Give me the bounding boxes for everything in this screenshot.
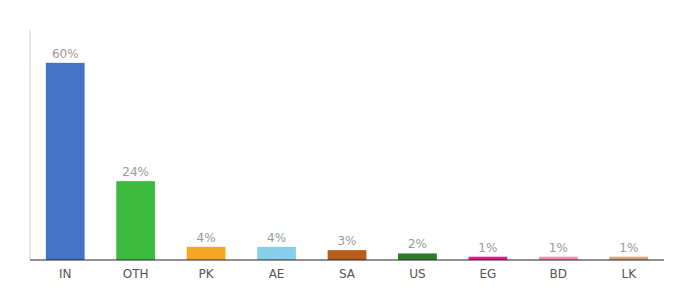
chart-container: 60% 24% 4% 4% 3% 2% 1% 1% 1% IN OTH PK AE SA US EG BD LK: [0, 0, 680, 300]
data-label: 24%: [122, 165, 149, 179]
data-label: 4%: [267, 231, 286, 245]
bars: [46, 63, 648, 260]
chart: 60% 24% 4% 4% 3% 2% 1% 1% 1% IN OTH PK AE SA US EG BD LK: [0, 0, 680, 300]
bar: [187, 247, 226, 260]
data-label: 2%: [408, 237, 427, 251]
bar: [46, 63, 85, 260]
x-tick-label: SA: [339, 267, 356, 281]
x-tick-label: US: [409, 267, 425, 281]
y-axis-line: [30, 30, 31, 260]
x-tick-label: IN: [59, 267, 72, 281]
bar: [116, 181, 155, 260]
data-label: 60%: [52, 47, 79, 61]
bar: [257, 247, 296, 260]
x-tick-label: OTH: [123, 267, 149, 281]
data-label: 1%: [478, 241, 497, 255]
x-tick-label: AE: [269, 267, 285, 281]
data-label: 1%: [549, 241, 568, 255]
data-label: 1%: [619, 241, 638, 255]
bar: [398, 253, 437, 260]
x-axis-line: [30, 259, 664, 260]
x-tick-label: PK: [199, 267, 215, 281]
x-tick-label: BD: [550, 267, 567, 281]
data-label: 3%: [337, 234, 356, 248]
data-label: 4%: [197, 231, 216, 245]
x-tick-label: LK: [621, 267, 637, 281]
bar: [328, 250, 367, 260]
x-tick-label: EG: [479, 267, 496, 281]
